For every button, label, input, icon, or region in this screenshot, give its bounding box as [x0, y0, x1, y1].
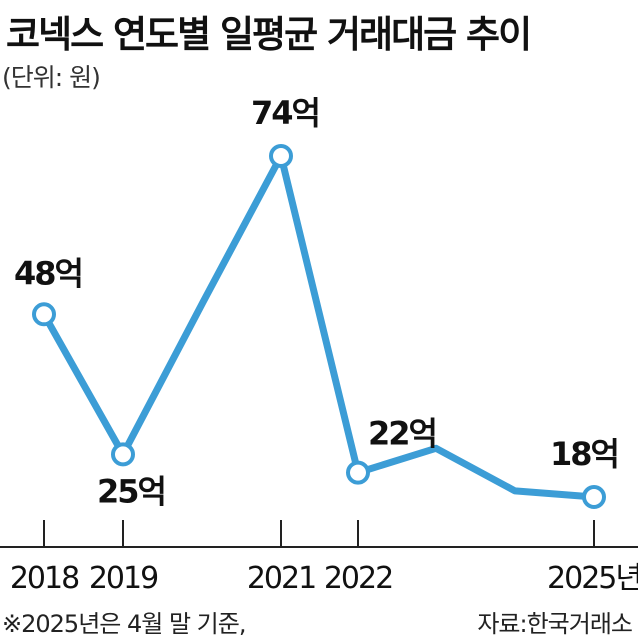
data-label: 74억 [251, 94, 319, 132]
x-tick-label: 2025년 [547, 561, 638, 596]
data-point [111, 442, 135, 467]
data-label: 48억 [14, 254, 82, 292]
data-label: 22억 [368, 415, 436, 453]
data-point [269, 144, 293, 168]
series-line [40, 152, 598, 501]
x-tick-label: 2022 [324, 561, 392, 596]
data-label: 25억 [97, 472, 165, 510]
x-tick-label: 2021 [247, 561, 315, 596]
x-tick-label: 2019 [89, 561, 157, 596]
x-tick-label: 2018 [10, 561, 79, 596]
data-point [32, 302, 56, 327]
footnote: ※2025년은 4월 말 기준, [2, 610, 246, 638]
source-note: 자료:한국거래소 [477, 610, 633, 638]
unit-label: (단위: 원) [2, 63, 101, 92]
chart-title: 코넥스 연도별 일평균 거래대금 추이 [6, 13, 532, 56]
data-point [346, 460, 370, 485]
data-point [582, 485, 606, 509]
data-label: 18억 [550, 435, 618, 473]
